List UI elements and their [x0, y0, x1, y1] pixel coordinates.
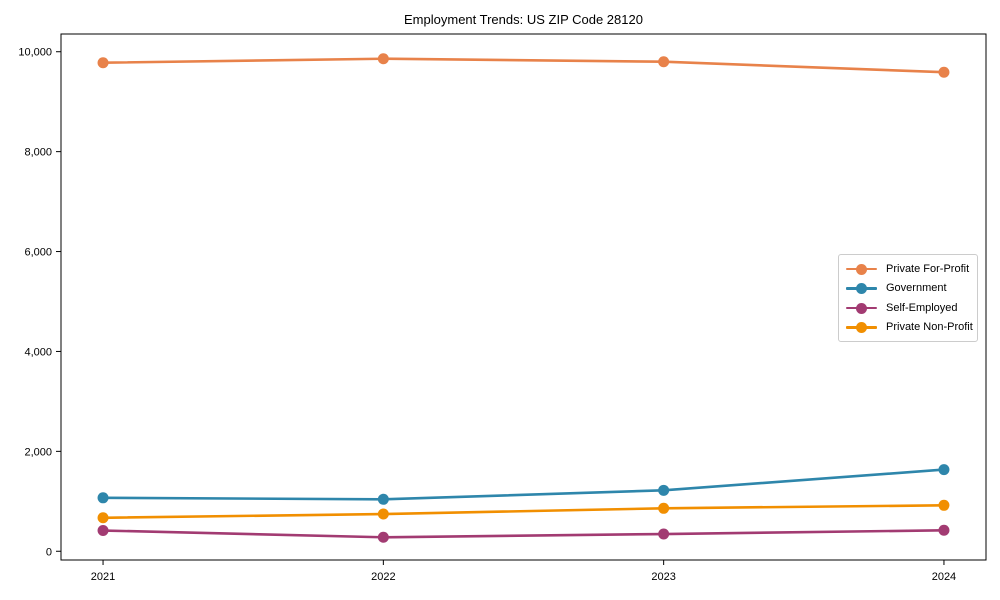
data-point-private-non-profit-2023 [658, 502, 670, 514]
legend-label: Private Non-Profit [886, 321, 973, 334]
legend-line-marker-icon [846, 302, 877, 314]
data-point-private-for-profit-2024 [938, 66, 950, 78]
series-line-self-employed [101, 528, 946, 539]
data-point-self-employed-2024 [938, 524, 950, 536]
legend-item-private-for-profit: Private For-Profit [846, 260, 970, 278]
x-tick-label: 2023 [651, 571, 675, 583]
chart-title: Employment Trends: US ZIP Code 28120 [404, 12, 643, 27]
x-tick-label: 2021 [91, 571, 115, 583]
legend-label: Private For-Profit [886, 262, 970, 275]
data-point-self-employed-2023 [658, 528, 670, 540]
series-line-government [101, 468, 946, 501]
series-line-private-non-profit [101, 504, 946, 520]
legend-label: Government [886, 282, 947, 295]
legend-line-marker-icon [846, 263, 877, 275]
data-point-private-non-profit-2021 [97, 512, 109, 524]
y-tick-label: 2,000 [24, 446, 52, 458]
y-tick-label: 6,000 [24, 247, 52, 259]
y-tick-label: 0 [46, 546, 52, 558]
data-point-private-for-profit-2023 [658, 56, 670, 68]
y-tick-label: 4,000 [24, 346, 52, 358]
legend-line-marker-icon [846, 321, 877, 334]
data-point-government-2021 [97, 492, 109, 504]
y-tick-label: 8,000 [24, 147, 52, 159]
data-point-self-employed-2022 [377, 531, 389, 543]
x-tick-label: 2024 [932, 571, 956, 583]
data-point-private-non-profit-2024 [938, 499, 950, 511]
data-point-government-2022 [377, 493, 389, 505]
data-point-private-for-profit-2022 [377, 53, 389, 65]
data-point-government-2024 [938, 464, 950, 476]
series-line-private-for-profit [101, 57, 946, 74]
legend-label: Self-Employed [886, 301, 958, 314]
legend-item-self-employed: Self-Employed [846, 299, 970, 317]
legend-item-private-non-profit: Private Non-Profit [846, 318, 973, 336]
data-point-self-employed-2021 [97, 525, 109, 537]
legend-line-marker-icon [846, 282, 877, 295]
data-point-private-non-profit-2022 [377, 508, 389, 520]
legend-item-government: Government [846, 279, 970, 297]
y-tick-label: 10,000 [18, 47, 52, 59]
legend: Private For-Profit Government Self-Employe… [838, 254, 978, 342]
plot-area-frame [60, 33, 987, 561]
x-tick-label: 2022 [371, 571, 395, 583]
data-point-government-2023 [658, 484, 670, 496]
data-point-private-for-profit-2021 [97, 57, 109, 69]
